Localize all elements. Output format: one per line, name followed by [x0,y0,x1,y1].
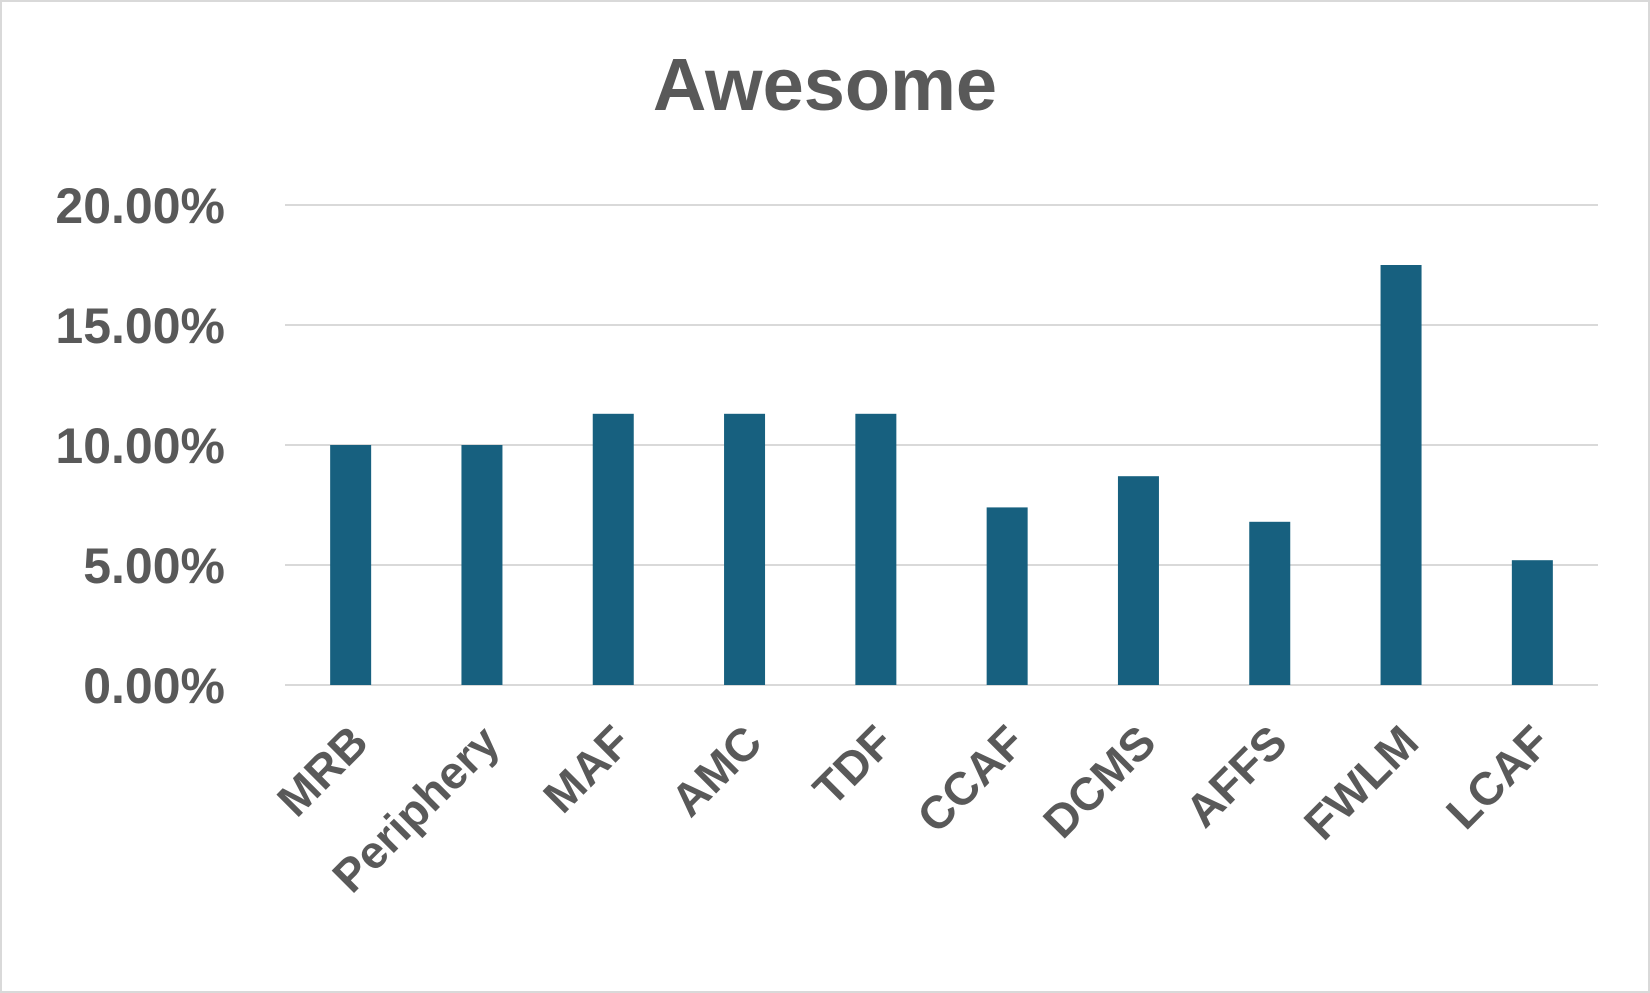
x-category-label: FWLM [1294,715,1428,849]
bar-fwlm [1380,265,1422,685]
y-tick-label: 10.00% [55,418,225,474]
bar-dcms [1117,476,1159,685]
bars [330,265,1553,685]
bar-maf [592,413,634,685]
x-category-label: AFFS [1175,715,1297,837]
y-axis-tick-labels: 0.00% 5.00% 10.00% 15.00% 20.00% [55,178,225,714]
x-category-label: LCAF [1436,715,1559,838]
x-category-label: MRB [267,715,378,826]
y-tick-label: 5.00% [83,538,225,594]
x-category-label: CCAF [907,715,1034,842]
bar-tdf [855,413,897,685]
bar-amc [724,413,766,685]
chart-title: Awesome [653,43,997,126]
x-category-label: AMC [661,715,772,826]
x-category-label: DCMS [1033,715,1166,848]
bar-lcaf [1511,560,1553,685]
bar-ccaf [986,507,1028,685]
y-tick-label: 20.00% [55,178,225,234]
y-tick-label: 15.00% [55,298,225,354]
bar-affs [1249,521,1291,685]
x-category-label: TDF [803,715,903,815]
x-category-label: MAF [533,715,640,822]
gridlines [285,204,1598,686]
y-tick-label: 0.00% [83,658,225,714]
bar-periphery [461,445,503,685]
bar-mrb [330,445,372,685]
